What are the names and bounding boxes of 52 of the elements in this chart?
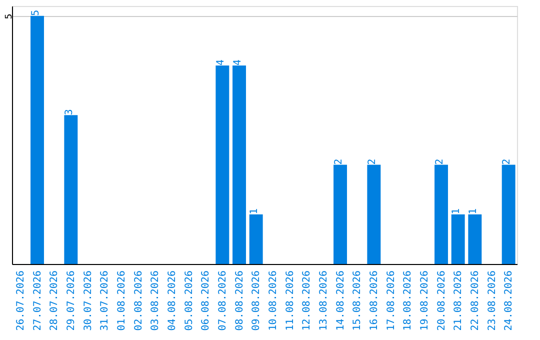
x-tick-label: 14.08.2026 [335,270,346,331]
x-tick-label: 17.08.2026 [386,270,397,331]
data-label: 2 [366,158,378,165]
x-tick-label: 01.08.2026 [116,270,128,331]
data-label: 1 [249,208,260,214]
bar [451,214,465,264]
data-label: 5 [30,10,42,16]
x-tick-label: 07.08.2026 [217,270,228,331]
data-label: 4 [215,60,226,66]
x-tick-label: 26.07.2026 [15,270,26,331]
x-tick-label: 21.08.2026 [453,270,464,331]
bar [216,66,230,264]
x-tick-label: 27.07.2026 [32,270,44,331]
x-tick-label: 03.08.2026 [150,270,162,331]
data-label: 1 [468,208,479,214]
x-tick-label: 02.08.2026 [133,270,144,331]
x-tick-label: 10.08.2026 [268,270,279,331]
x-tick-label: 19.08.2026 [419,270,430,331]
data-label: 4 [232,60,244,66]
x-tick-label: 04.08.2026 [166,270,178,331]
bar [249,214,263,264]
bar [64,115,78,264]
x-tick-label: 29.07.2026 [66,270,77,331]
x-tick-label: 22.08.2026 [470,270,481,331]
x-tick-label: 20.08.2026 [436,270,448,331]
bar [334,164,347,264]
data-label: 1 [451,208,462,214]
bar [367,164,381,264]
data-label: 3 [64,109,75,116]
bar [30,16,44,264]
x-tick-label: 08.08.2026 [234,270,246,331]
x-tick-label: 09.08.2026 [251,270,262,331]
data-label: 2 [434,158,446,165]
x-tick-label: 12.08.2026 [302,270,313,331]
bar [468,214,482,264]
x-tick-label: 23.08.2026 [486,270,498,331]
bar [434,164,448,264]
x-tick-label: 11.08.2026 [284,270,296,331]
bar [502,164,516,264]
x-tick-label: 05.08.2026 [184,270,195,331]
x-tick-label: 16.08.2026 [368,270,380,331]
x-tick-label: 06.08.2026 [200,270,212,331]
x-tick-label: 15.08.2026 [352,270,364,331]
x-tick-label: 31.07.2026 [100,270,111,331]
x-tick-label: 28.07.2026 [49,270,60,331]
data-label: 2 [502,158,513,165]
x-tick-label: 13.08.2026 [318,270,330,331]
x-tick-label: 24.08.2026 [504,270,515,331]
x-tick-label: 30.07.2026 [82,270,94,331]
data-label: 2 [333,158,344,165]
x-tick-label: 18.08.2026 [402,270,414,331]
bar [232,66,246,264]
